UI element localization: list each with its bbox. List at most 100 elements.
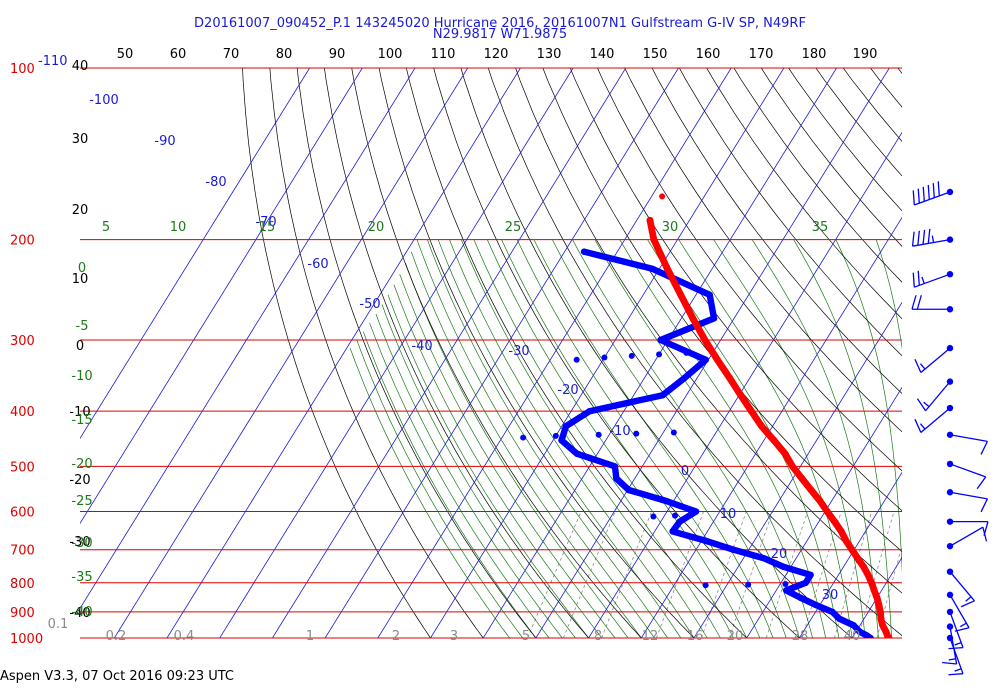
wind-barb-flag [937, 181, 940, 196]
top-axis-label: 40 [72, 59, 89, 74]
temperature-point [713, 356, 721, 364]
wind-barb [946, 608, 964, 650]
dewpoint-point [562, 422, 570, 430]
wind-barb [916, 378, 954, 412]
mixing-ratio-label: 0.4 [174, 629, 195, 644]
top-axis-label: 80 [276, 47, 293, 62]
dry-adiabat-label: -30 [69, 535, 90, 550]
top-axis-label: 150 [643, 47, 668, 62]
isotherm-line [746, 386, 902, 638]
pressure-label: 200 [10, 234, 35, 249]
dewpoint-scatter-point [628, 352, 635, 359]
dewpoint-point [807, 571, 814, 579]
wind-barb-staff [914, 273, 951, 288]
saturation-adiabat-label: 25 [505, 220, 522, 235]
wind-barb-staff [949, 594, 970, 629]
dry-adiabat-line [542, 68, 902, 552]
wind-barb-half-flag [919, 363, 926, 370]
temperature-point [789, 463, 796, 470]
dewpoint-point [573, 450, 581, 457]
pressure-label: 500 [10, 460, 35, 475]
dewpoint-point [586, 407, 593, 415]
wind-barb-point [946, 378, 954, 385]
wind-barb-flag [982, 526, 988, 542]
wind-barb-flag [980, 441, 989, 455]
saturation-adiabat-line [375, 313, 563, 638]
saturation-adiabat-side-label: -25 [71, 494, 92, 509]
dry-adiabat-label: 20 [72, 203, 89, 218]
mixing-ratio-label: 40 [844, 629, 861, 644]
saturation-adiabat-line [393, 284, 603, 638]
dewpoint-line [558, 248, 874, 638]
temperature-point [677, 291, 685, 299]
wind-barb-flag [980, 498, 989, 513]
temperature-point [876, 608, 884, 616]
temperature-point [842, 537, 850, 545]
wind-barb-flag [927, 184, 930, 200]
wind-barb-flag [922, 186, 925, 202]
saturation-adiabat-line [387, 294, 589, 638]
dewpoint-point [702, 537, 709, 544]
temperature-isolated-point [659, 193, 666, 200]
dry-adiabat-line [324, 68, 590, 638]
top-axis-label: 100 [378, 47, 403, 62]
dewpoint-scatter-point [633, 430, 640, 437]
chart-title-line2: N29.9817 W71.9875 [432, 27, 568, 42]
dry-adiabat-label: 10 [72, 272, 89, 287]
grid-lines [80, 42, 1000, 650]
isotherm-line [851, 556, 902, 638]
temperature-point [701, 336, 709, 344]
wind-barb-point [946, 608, 954, 616]
saturation-adiabat-line [399, 274, 616, 638]
wind-barb [911, 228, 954, 247]
isotherm-line [219, 68, 574, 638]
dry-adiabat-label: 0 [76, 339, 84, 354]
wind-barb-staff [949, 526, 984, 547]
saturation-adiabat-line [381, 304, 576, 638]
temperature-point [663, 265, 671, 273]
wind-barb [946, 460, 987, 490]
dewpoint-point [730, 546, 737, 553]
wind-barb-staff [949, 434, 988, 443]
temperature-point [650, 236, 658, 243]
temperature-point [875, 601, 883, 609]
dewpoint-point [625, 486, 632, 494]
saturation-adiabat-line [875, 239, 902, 350]
mixing-ratio-label: 0.2 [106, 629, 127, 644]
dry-adiabat-line [957, 42, 1000, 650]
wind-barb-point [946, 489, 954, 496]
dewpoint-point [659, 391, 666, 399]
saturation-adiabat-line [913, 240, 932, 638]
isotherm-label: -80 [205, 175, 226, 190]
wind-barb-point [946, 344, 954, 352]
isotherm-label: 20 [771, 547, 788, 562]
isotherm-line [958, 68, 1000, 638]
temperature-point [882, 628, 890, 636]
wind-barb-half-flag [959, 622, 967, 628]
pressure-label: 100 [10, 62, 35, 77]
wind-barb [946, 489, 989, 513]
wind-barb-point [946, 306, 954, 313]
mixing-ratio-line [656, 511, 704, 638]
dry-adiabat-line [296, 68, 537, 638]
wind-barb-staff [949, 611, 964, 648]
saturation-adiabat-label: 20 [368, 220, 385, 235]
dewpoint-scatter-point [656, 351, 663, 358]
top-axis-label: 70 [223, 47, 240, 62]
temperature-point [877, 615, 885, 623]
wind-barb-point [946, 542, 954, 550]
footer-version: Aspen V3.3, 07 Oct 2016 09:23 UTC [0, 669, 234, 684]
wind-barb [942, 623, 958, 665]
wind-barb-point [946, 431, 954, 438]
wind-barb-flag [912, 190, 915, 206]
dewpoint-point [558, 437, 565, 444]
dry-adiabat-line [651, 68, 902, 394]
wind-barb [946, 431, 989, 455]
temperature-point [747, 407, 755, 415]
mixing-ratio-label: 28 [792, 629, 809, 644]
saturation-adiabat-side-label: 0 [78, 261, 86, 276]
wind-barb-point [946, 518, 954, 525]
dry-adiabat-label: -40 [69, 606, 90, 621]
isotherm-line [588, 131, 902, 638]
